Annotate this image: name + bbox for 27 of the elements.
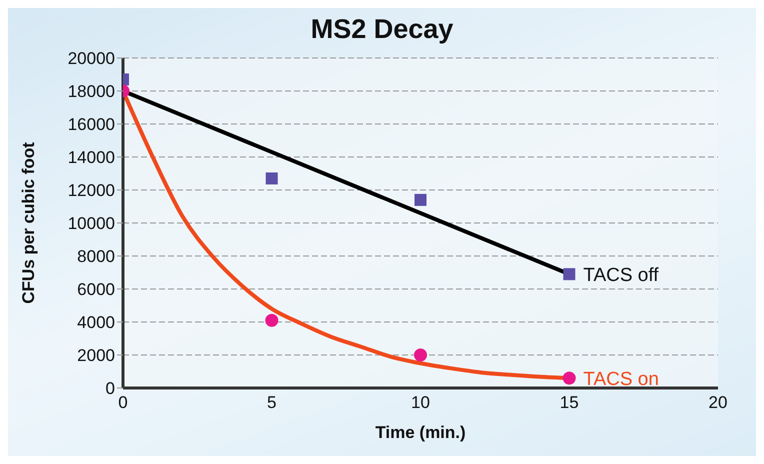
- x-tick-label: 5: [267, 393, 276, 412]
- x-tick-label: 10: [411, 393, 430, 412]
- y-tick-label: 4000: [77, 313, 115, 332]
- y-tick-label: 16000: [68, 115, 115, 134]
- point: [562, 372, 576, 385]
- chart-title: MS2 Decay: [310, 13, 454, 46]
- y-tick-label: 8000: [77, 247, 115, 266]
- x-axis-title: Time (min.): [375, 423, 466, 442]
- y-axis-title: CFUs per cubic foot: [19, 142, 38, 304]
- y-tick-label: 0: [106, 379, 115, 398]
- y-tick-label: 20000: [68, 49, 115, 68]
- point: [265, 314, 278, 327]
- y-tick-label: 12000: [68, 181, 115, 200]
- x-tick-label: 0: [118, 393, 128, 412]
- series-label: TACS on: [583, 369, 659, 390]
- x-tick-label: 15: [560, 393, 579, 412]
- point: [563, 268, 576, 280]
- y-tick-label: 10000: [68, 214, 115, 234]
- point: [414, 348, 427, 362]
- y-tick-label: 2000: [77, 346, 115, 366]
- y-tick-label: 6000: [77, 280, 115, 300]
- series-label: TACS off: [583, 265, 660, 286]
- y-tick-label: 18000: [68, 82, 115, 102]
- x-tick-label: 20: [708, 393, 728, 412]
- y-tick-label: 14000: [68, 148, 115, 168]
- point: [414, 194, 426, 206]
- point: [266, 172, 278, 184]
